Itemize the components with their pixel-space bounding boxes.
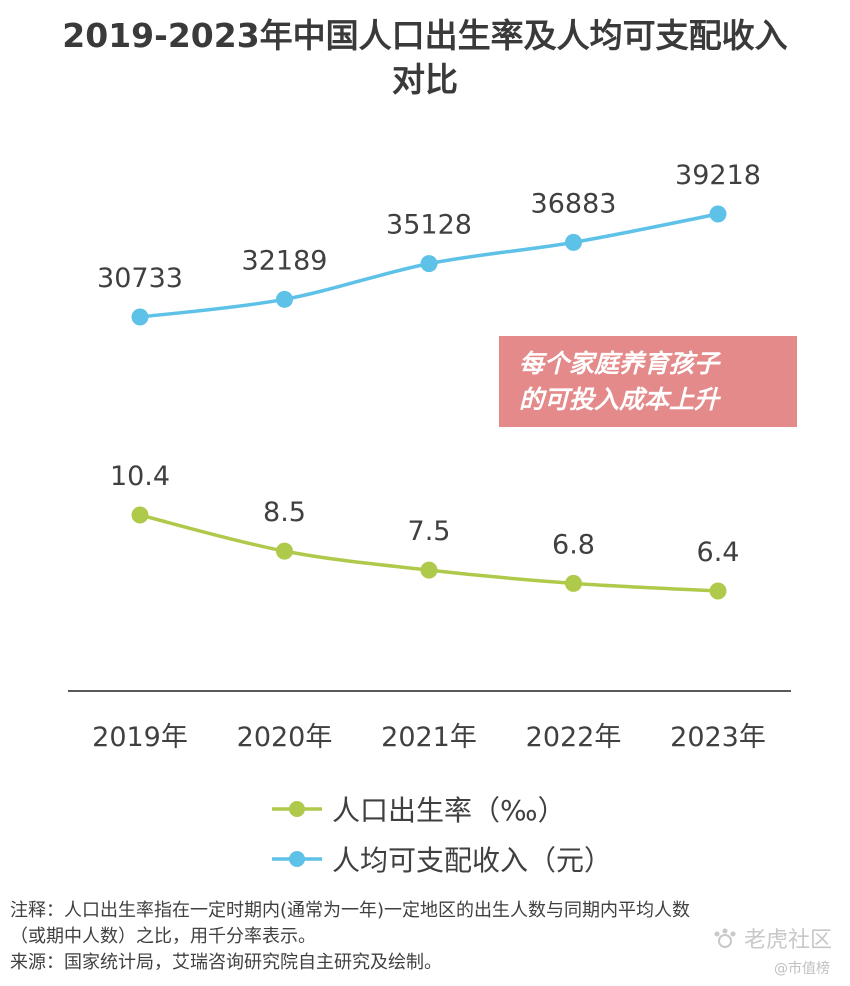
chart-title-line1: 2019-2023年中国人口出生率及人均可支配收入 (62, 16, 788, 55)
data-point-income (565, 233, 582, 251)
paw-icon (714, 928, 736, 948)
data-label-birth-rate: 6.4 (697, 537, 740, 568)
chart-title: 2019-2023年中国人口出生率及人均可支配收入 对比 (0, 14, 850, 102)
watermark-text: 老虎社区 (744, 928, 833, 953)
data-point-income (131, 308, 149, 326)
data-label-income: 39218 (675, 160, 761, 191)
data-point-income (276, 290, 293, 308)
callout-box: 每个家庭养育孩子 的可投入成本上升 (499, 336, 797, 427)
legend-marker-income (272, 851, 322, 867)
callout-line1: 每个家庭养育孩子 (519, 349, 720, 378)
data-label-birth-rate: 8.5 (263, 497, 306, 528)
legend-item-birth-rate: 人口出生率（‰） (270, 789, 566, 829)
data-label-birth-rate: 6.8 (552, 529, 595, 560)
data-point-birth-rate (276, 542, 293, 560)
category-labels: 2019年 2020年 2021年 2022年 2023年 (92, 722, 766, 753)
line-chart: 10.4 8.5 7.5 6.8 6.4 30733 32189 35128 36883 3921… (68, 160, 791, 753)
x-tick-label: 2022年 (526, 722, 622, 753)
footnote-line2: （或期中人数）之比，用千分率表示。 (10, 926, 316, 947)
footnote: 注释：人口出生率指在一定时期内(通常为一年)一定地区的出生人数与同期内平均人数 … (10, 898, 840, 976)
data-label-birth-rate: 10.4 (110, 461, 170, 492)
legend-item-income: 人均可支配收入（元） (270, 839, 612, 879)
data-point-birth-rate (565, 574, 582, 592)
watermark-sub: @市值榜 (774, 961, 830, 977)
footnote-source: 来源：国家统计局，艾瑞咨询研究院自主研究及绘制。 (10, 952, 442, 973)
legend-label-income: 人均可支配收入（元） (332, 844, 613, 877)
legend-label-birth-rate: 人口出生率（‰） (332, 794, 566, 827)
data-point-birth-rate (709, 582, 727, 600)
footnote-line1: 注释：人口出生率指在一定时期内(通常为一年)一定地区的出生人数与同期内平均人数 (10, 900, 691, 921)
x-tick-label: 2023年 (670, 722, 766, 753)
chart-title-line2: 对比 (392, 60, 458, 99)
callout-line2: 的可投入成本上升 (519, 385, 720, 414)
data-label-birth-rate: 7.5 (408, 516, 451, 547)
data-label-income: 36883 (531, 188, 617, 219)
data-point-birth-rate (420, 561, 438, 579)
data-point-income (420, 255, 438, 273)
data-label-income: 35128 (386, 210, 472, 241)
data-label-income: 32189 (242, 245, 328, 276)
series-layer: 10.4 8.5 7.5 6.8 6.4 30733 32189 35128 36883 3921… (97, 160, 761, 600)
x-tick-label: 2020年 (237, 722, 333, 753)
data-point-birth-rate (131, 506, 149, 524)
legend-marker-birth-rate (272, 801, 322, 817)
x-tick-label: 2021年 (381, 722, 477, 753)
data-label-income: 30733 (97, 263, 183, 294)
watermark: 老虎社区 (712, 922, 832, 954)
x-tick-label: 2019年 (92, 722, 188, 753)
data-point-income (709, 205, 727, 223)
